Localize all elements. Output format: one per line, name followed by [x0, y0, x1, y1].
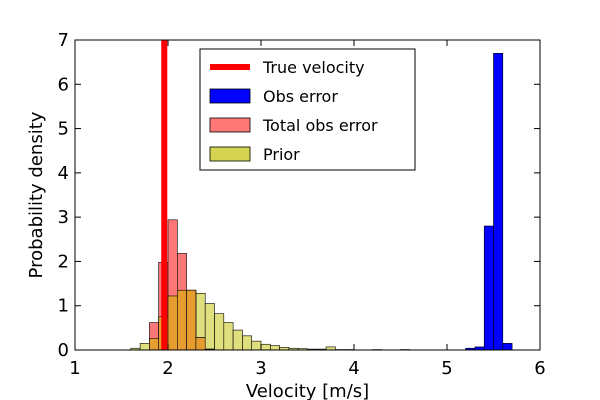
y-tick-label-6: 6: [58, 74, 69, 95]
prior-bar-14: [260, 343, 271, 350]
prior-bar-8: [204, 303, 215, 350]
true-velocity-mark: [161, 40, 168, 350]
legend-label-3: Prior: [263, 145, 300, 164]
y-tick-label-2: 2: [58, 251, 69, 272]
prior-bar-12: [242, 335, 252, 350]
prior-bar-10: [223, 322, 234, 350]
x-tick-label-0: 1: [69, 358, 80, 379]
obs-error-bar-4: [502, 343, 513, 350]
legend-label-1: Obs error: [263, 87, 338, 106]
overlap-bar-5: [195, 337, 206, 350]
prior-bar-15: [269, 345, 280, 350]
overlap-bar-0: [149, 338, 159, 350]
x-axis-label: Velocity [m/s]: [246, 381, 369, 400]
legend-swatch-1: [209, 88, 251, 104]
x-tick-label-1: 2: [162, 358, 173, 379]
legend-label-2: Total obs error: [262, 116, 378, 135]
obs-error-bar-2: [483, 225, 494, 350]
overlap-bar-2: [167, 295, 178, 350]
y-tick-label-7: 7: [58, 30, 69, 51]
y-axis-label: Probability density: [26, 111, 47, 278]
prior-bar-11: [232, 329, 243, 350]
legend-swatch-3: [209, 146, 251, 162]
x-axis-ticks: 1 2 3 4 5 6: [69, 40, 546, 379]
x-tick-label-2: 3: [255, 358, 266, 379]
true-velocity-line: [161, 40, 168, 350]
obs-error-bars: [465, 52, 513, 350]
overlap-bar-4: [186, 289, 197, 350]
legend: True velocity Obs error Total obs error Pri…: [199, 48, 416, 171]
plot-frame: [74, 39, 541, 351]
legend-label-0: True velocity: [262, 58, 365, 77]
y-tick-label-0: 0: [58, 340, 69, 361]
legend-swatch-2: [209, 117, 251, 133]
prior-bar-1: [139, 343, 150, 350]
obs-error-bar-3: [493, 52, 504, 350]
x-tick-label-3: 4: [348, 358, 359, 379]
prior-bar-9: [214, 313, 225, 350]
x-tick-label-4: 5: [441, 358, 452, 379]
y-tick-label-1: 1: [58, 296, 69, 317]
y-tick-label-5: 5: [58, 119, 69, 140]
y-axis-ticks: 0 1 2 3 4 5 6 7: [58, 30, 540, 361]
prior-bar-13: [251, 340, 262, 350]
y-tick-label-4: 4: [58, 163, 69, 184]
y-tick-label-3: 3: [58, 207, 69, 228]
overlap-bar-3: [177, 289, 187, 350]
legend-swatch-true-velocity: [210, 64, 250, 70]
x-tick-label-5: 6: [534, 358, 545, 379]
